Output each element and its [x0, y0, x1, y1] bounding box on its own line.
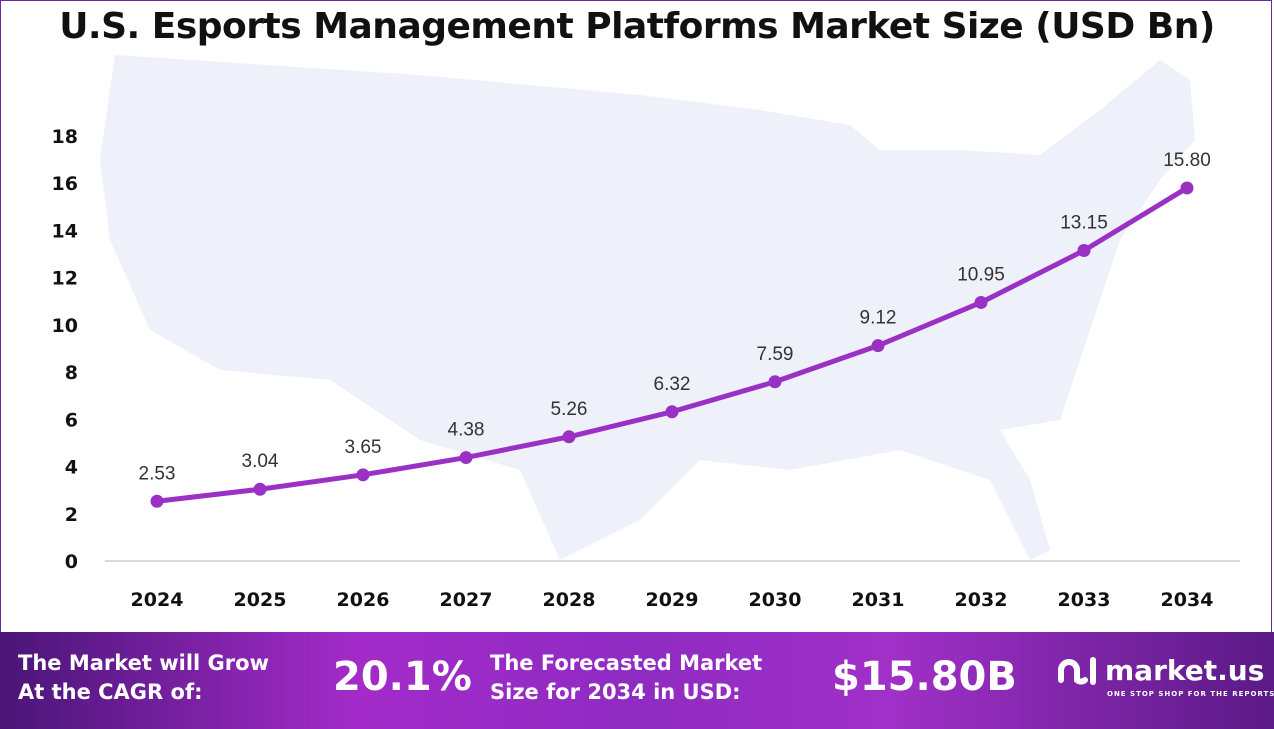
y-tick-label: 2 — [65, 504, 78, 526]
data-label: 5.26 — [551, 399, 588, 420]
data-label: 9.12 — [860, 308, 897, 329]
data-label: 15.80 — [1163, 150, 1211, 171]
data-point — [562, 430, 576, 444]
x-tick-label: 2024 — [131, 589, 184, 611]
y-tick-label: 4 — [65, 457, 78, 479]
y-tick-label: 18 — [52, 126, 78, 148]
data-point — [459, 451, 473, 465]
y-tick-label: 8 — [65, 362, 78, 384]
cagr-label: The Market will Grow At the CAGR of: — [18, 651, 269, 704]
x-tick-label: 2026 — [337, 589, 390, 611]
y-tick-label: 16 — [52, 173, 78, 195]
chart-frame — [0, 0, 1272, 632]
data-label: 6.32 — [654, 374, 691, 395]
data-point — [1180, 181, 1194, 195]
x-tick-label: 2027 — [440, 589, 493, 611]
data-label: 2.53 — [139, 463, 176, 484]
x-tick-label: 2025 — [234, 589, 287, 611]
y-tick-label: 10 — [52, 315, 78, 337]
forecast-value: $15.80B — [832, 654, 1017, 700]
x-tick-label: 2033 — [1058, 589, 1111, 611]
market-us-logo: market.us ONE STOP SHOP FOR THE REPORTS — [1055, 652, 1274, 698]
data-point — [871, 339, 885, 353]
line-chart: 0 2 4 6 8 10 12 14 16 18 2024 2025 2026 2027 2028 2029 2… — [52, 55, 1240, 611]
data-label: 4.38 — [448, 420, 485, 441]
data-point — [974, 295, 988, 309]
data-point — [150, 494, 164, 508]
x-tick-label: 2034 — [1161, 589, 1214, 611]
forecast-label: The Forecasted Market Size for 2034 in US… — [490, 651, 763, 704]
y-tick-label: 14 — [52, 220, 78, 242]
footer-banner: The Market will Grow At the CAGR of: 20.1… — [0, 632, 1274, 729]
y-tick-label: 0 — [65, 551, 78, 573]
x-tick-label: 2028 — [543, 589, 596, 611]
cagr-value: 20.1% — [333, 654, 472, 700]
chart-title: U.S. Esports Management Platforms Market… — [59, 6, 1215, 47]
data-label: 10.95 — [957, 264, 1005, 285]
x-tick-label: 2030 — [749, 589, 802, 611]
data-point — [768, 375, 782, 389]
data-label: 3.04 — [242, 451, 279, 472]
data-label: 3.65 — [345, 437, 382, 458]
y-tick-label: 6 — [65, 409, 78, 431]
logo-icon — [1058, 657, 1096, 685]
x-tick-label: 2029 — [646, 589, 699, 611]
data-point — [356, 468, 370, 482]
data-point — [253, 482, 267, 496]
y-tick-label: 12 — [52, 268, 78, 290]
x-tick-label: 2032 — [955, 589, 1008, 611]
data-point — [1077, 244, 1091, 258]
data-label: 7.59 — [757, 344, 794, 365]
data-point — [665, 405, 679, 419]
data-label: 13.15 — [1060, 213, 1108, 234]
x-tick-label: 2031 — [852, 589, 905, 611]
us-map-silhouette — [100, 55, 1195, 560]
